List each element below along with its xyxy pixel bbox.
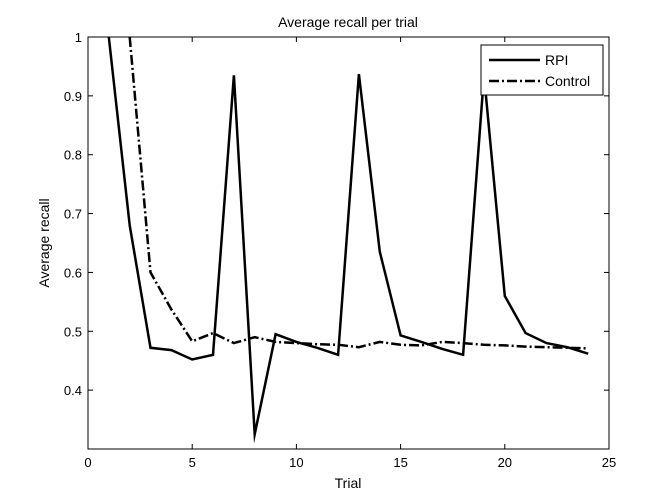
plot-area [87, 36, 610, 450]
series-lines [107, 37, 589, 444]
y-axis-label: Average recall [36, 198, 52, 287]
legend-rpi-label: RPI [545, 52, 568, 68]
y-tick-label: 0.8 [64, 148, 82, 163]
y-tick-label: 0.9 [64, 89, 82, 104]
axis-tick-labels: 0 5 10 15 20 25 0.4 0.5 0.6 0.7 0.8 0.9 1 [64, 30, 616, 470]
x-tick-label: 25 [602, 455, 616, 470]
series-line-control [128, 37, 589, 350]
x-axis-label: Trial [335, 475, 362, 491]
y-tick-label: 0.6 [64, 265, 82, 280]
y-tick-label: 0.5 [64, 324, 82, 339]
x-tick-label: 0 [84, 455, 91, 470]
x-tick-label: 5 [189, 455, 196, 470]
axis-ticks [87, 36, 610, 449]
series-line-rpi [107, 37, 589, 444]
y-tick-label: 0.4 [64, 383, 82, 398]
y-tick-label: 0.7 [64, 207, 82, 222]
legend: RPI Control [480, 44, 604, 96]
chart-title: Average recall per trial [278, 14, 418, 30]
y-tick-label: 1 [75, 30, 82, 45]
x-tick-label: 15 [393, 455, 407, 470]
legend-box [480, 44, 604, 96]
x-tick-label: 20 [498, 455, 512, 470]
x-tick-label: 10 [289, 455, 303, 470]
legend-control-label: Control [545, 73, 590, 89]
